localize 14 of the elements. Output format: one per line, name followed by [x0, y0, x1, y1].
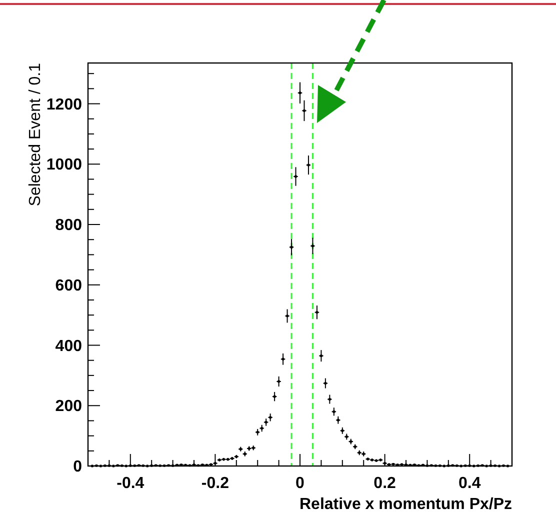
- x-tick-label: 0.2: [374, 475, 396, 492]
- y-tick-label: 1000: [46, 156, 82, 174]
- x-axis-title: Relative x momentum Px/Pz: [299, 496, 512, 513]
- x-tick-label: 0: [296, 475, 305, 492]
- y-tick-label: 0: [73, 458, 82, 476]
- y-tick-label: 200: [55, 398, 82, 416]
- x-tick-label: 0.4: [458, 475, 481, 492]
- y-axis-title: Selected Event / 0.1: [27, 62, 44, 206]
- y-tick-label: 1200: [46, 96, 82, 114]
- y-tick-label: 600: [55, 277, 82, 294]
- x-tick-label: -0.4: [116, 475, 144, 492]
- x-tick-label: -0.2: [201, 475, 230, 492]
- y-tick-label: 400: [55, 338, 82, 355]
- y-tick-label: 800: [55, 217, 82, 234]
